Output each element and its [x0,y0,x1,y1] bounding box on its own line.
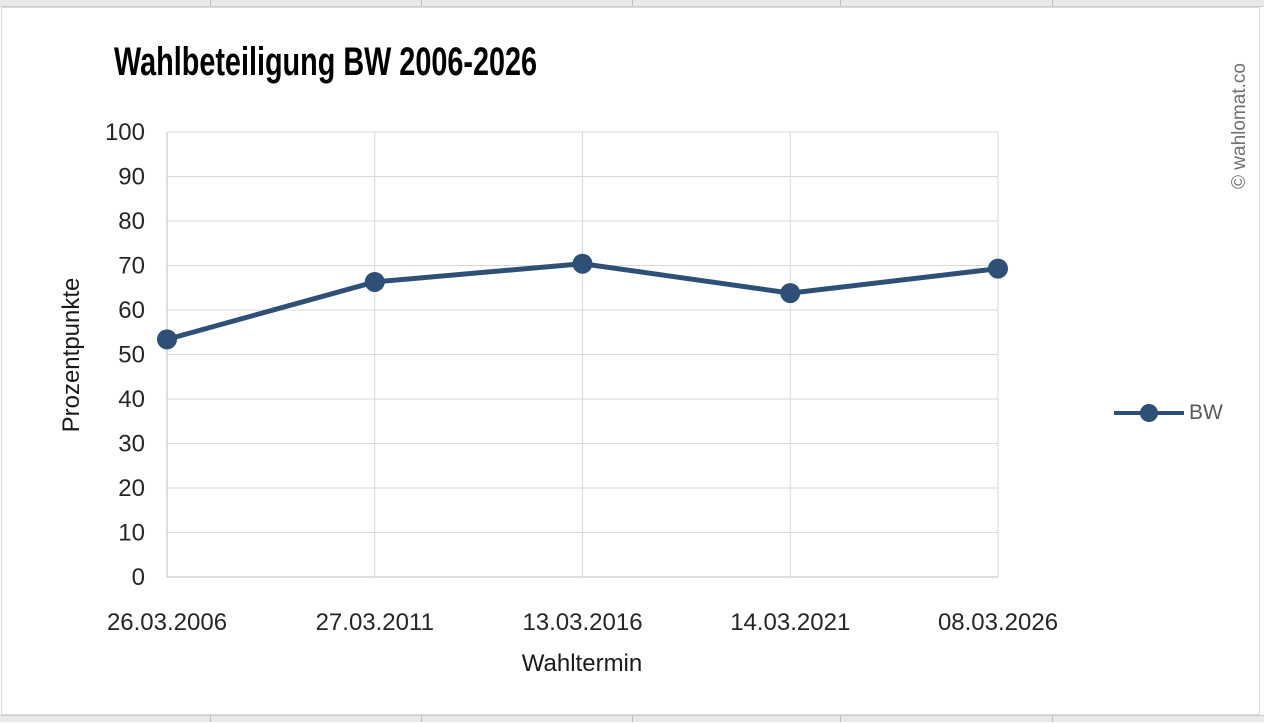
y-tick-labels: 0 10 20 30 40 50 60 70 80 90 100 [105,119,145,591]
x-tick-label: 27.03.2011 [316,609,434,636]
chart-area: 0 10 20 30 40 50 60 70 80 90 100 26.03.2006 27.03.20… [1,7,1260,715]
data-point [157,329,177,350]
spreadsheet-row-strip-top [0,0,1264,7]
y-tick-label: 100 [105,119,145,146]
y-tick-label: 80 [118,208,145,235]
cell-divider [840,716,841,722]
y-tick-label: 40 [118,386,145,413]
data-point [364,271,385,292]
data-point [780,283,801,304]
legend: BW [1114,401,1223,424]
line-chart-plot: 0 10 20 30 40 50 60 70 80 90 100 26.03.2006 27.03.20… [105,119,1058,636]
y-tick-label: 50 [118,342,145,369]
legend-line-marker-icon [1114,402,1184,424]
cell-divider [1052,716,1053,722]
y-tick-label: 30 [118,431,145,458]
x-tick-label: 08.03.2026 [938,609,1058,636]
x-tick-labels: 26.03.2006 27.03.2011 13.03.2016 14.03.2021… [107,609,1058,636]
y-tick-label: 0 [132,564,145,591]
y-tick-label: 10 [118,520,145,547]
cell-divider [840,0,841,6]
y-tick-label: 20 [118,475,145,502]
cell-divider [421,0,422,6]
data-point [988,258,1008,279]
x-tick-label: 13.03.2016 [522,609,642,636]
cell-divider [632,0,633,6]
legend-circle-marker-icon [1140,404,1158,422]
spreadsheet-row-strip-bottom [0,715,1264,722]
y-tick-label: 70 [118,253,145,280]
legend-series-label: BW [1189,401,1223,424]
watermark-text: © wahlomat.co [1229,63,1250,189]
cell-divider [1052,0,1053,6]
cell-divider [632,716,633,722]
chart-title: Wahlbeteiligung BW 2006-2026 [114,40,538,84]
x-tick-label: 26.03.2006 [107,609,227,636]
x-axis-title: Wahltermin [521,650,643,677]
y-tick-label: 90 [118,164,145,191]
y-axis-title: Prozentpunkte [58,277,85,433]
cell-divider [210,0,211,6]
y-tick-label: 60 [118,297,145,324]
data-point [572,253,593,274]
x-tick-label: 14.03.2021 [730,609,850,636]
gridlines [167,131,999,577]
cell-divider [421,716,422,722]
cell-divider [210,716,211,722]
